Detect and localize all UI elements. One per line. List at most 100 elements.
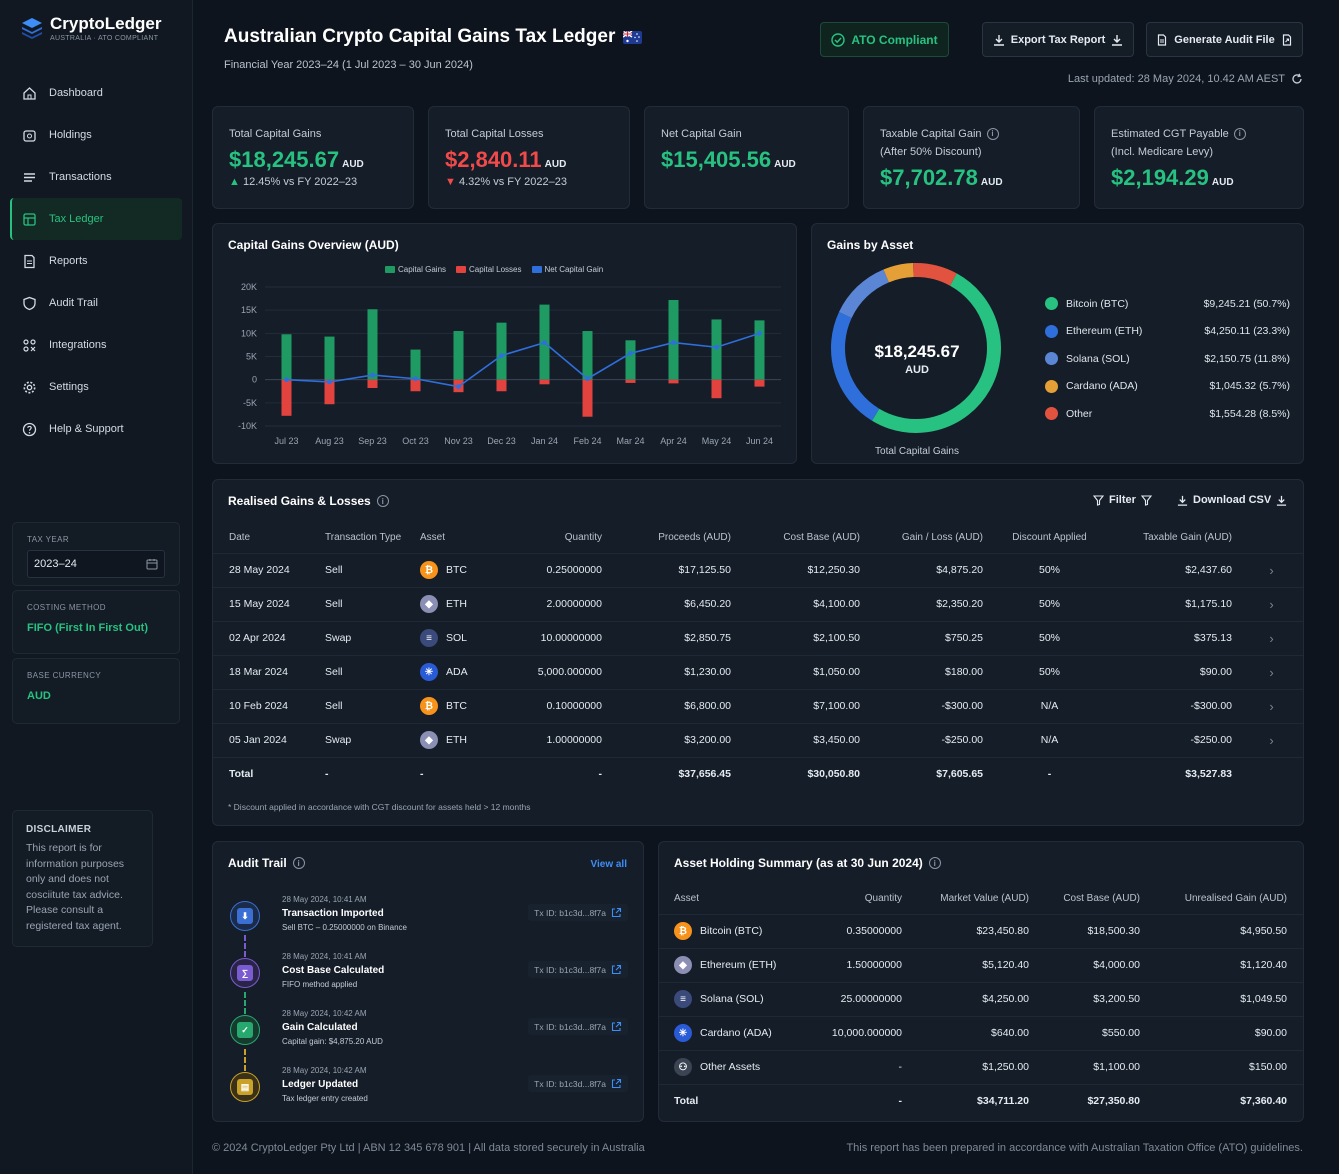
sidebar-item-audit-trail[interactable]: Audit Trail bbox=[10, 282, 182, 324]
costing-method-value[interactable]: FIFO (First In First Out) bbox=[27, 622, 148, 634]
column-header[interactable]: Date bbox=[229, 532, 251, 544]
download-csv-button[interactable]: Download CSV bbox=[1177, 494, 1287, 506]
donut-slice[interactable] bbox=[872, 273, 1001, 433]
bar-capital-gains[interactable] bbox=[625, 340, 636, 380]
bar-capital-gains[interactable] bbox=[367, 309, 378, 380]
bar-capital-gains[interactable] bbox=[453, 331, 464, 380]
info-icon[interactable]: i bbox=[292, 857, 305, 869]
audit-tx-id[interactable]: Tx ID: b1c3d...8f7a bbox=[528, 904, 628, 921]
audit-tx-id[interactable]: Tx ID: b1c3d...8f7a bbox=[528, 961, 628, 978]
asset-legend-item[interactable]: Solana (SOL) $2,150.75 (11.8%) bbox=[1045, 352, 1290, 365]
sidebar-item-integrations[interactable]: Integrations bbox=[10, 324, 182, 366]
filter-button[interactable]: Filter bbox=[1093, 494, 1152, 506]
bar-capital-losses[interactable] bbox=[625, 379, 636, 383]
net-capital-gain-point[interactable] bbox=[628, 350, 633, 356]
column-header[interactable]: Taxable Gain (AUD) bbox=[1143, 532, 1232, 544]
column-header[interactable]: Asset bbox=[674, 893, 700, 905]
bar-capital-losses[interactable] bbox=[539, 379, 550, 385]
row-expand[interactable]: › bbox=[1240, 620, 1303, 655]
column-header[interactable]: Asset bbox=[420, 532, 446, 544]
bar-capital-losses[interactable] bbox=[754, 379, 765, 387]
donut-slice[interactable] bbox=[831, 312, 880, 421]
bar-capital-gains[interactable] bbox=[324, 336, 335, 380]
column-header[interactable]: Unrealised Gain (AUD) bbox=[1184, 893, 1287, 905]
table-row[interactable]: ✳ Cardano (ADA) 10,000.000000 $640.00 $550.0… bbox=[659, 1015, 1303, 1050]
bar-capital-gains[interactable] bbox=[668, 299, 679, 380]
asset-legend-item[interactable]: Cardano (ADA) $1,045.32 (5.7%) bbox=[1045, 379, 1290, 393]
bar-capital-losses[interactable] bbox=[496, 379, 507, 392]
net-capital-gain-point[interactable] bbox=[585, 376, 590, 382]
column-header[interactable]: Cost Base (AUD) bbox=[1063, 893, 1140, 905]
info-icon[interactable]: i bbox=[1233, 128, 1246, 140]
row-expand[interactable]: › bbox=[1240, 552, 1303, 587]
bar-capital-gains[interactable] bbox=[410, 349, 421, 380]
audit-tx-id[interactable]: Tx ID: b1c3d...8f7a bbox=[528, 1075, 628, 1092]
table-row[interactable]: 02 Apr 2024 Swap ≡ SOL 10.00000000 $2,850.75 $… bbox=[213, 620, 1303, 655]
info-icon[interactable]: i bbox=[986, 128, 999, 140]
tax-year-select[interactable]: 2023–24 bbox=[27, 550, 165, 578]
sidebar-item-tax-ledger[interactable]: Tax Ledger bbox=[10, 198, 182, 240]
info-icon[interactable]: i bbox=[376, 495, 389, 507]
info-icon[interactable]: i bbox=[928, 857, 941, 869]
bar-capital-gains[interactable] bbox=[496, 322, 507, 380]
sidebar-item-dashboard[interactable]: Dashboard bbox=[10, 72, 182, 114]
asset-legend-item[interactable]: Other $1,554.28 (8.5%) bbox=[1045, 407, 1290, 420]
row-expand[interactable]: › bbox=[1240, 688, 1303, 723]
net-capital-gain-point[interactable] bbox=[671, 340, 676, 345]
column-header[interactable]: Gain / Loss (AUD) bbox=[901, 532, 983, 544]
asset-legend-item[interactable]: Ethereum (ETH) $4,250.11 (23.3%) bbox=[1045, 324, 1290, 338]
table-row[interactable]: ≡ Solana (SOL) 25.00000000 $4,250.00 $3,200.… bbox=[659, 981, 1303, 1016]
bar-capital-losses[interactable] bbox=[367, 379, 378, 389]
sidebar-item-reports[interactable]: Reports bbox=[10, 240, 182, 282]
net-capital-gain-point[interactable] bbox=[757, 330, 762, 336]
donut-slice[interactable] bbox=[913, 263, 957, 286]
table-row[interactable]: 05 Jan 2024 Swap ◆ ETH 1.00000000 $3,200.00 $3… bbox=[213, 722, 1303, 757]
column-header[interactable]: Quantity bbox=[864, 893, 902, 905]
sidebar-item-settings[interactable]: Settings bbox=[10, 366, 182, 408]
column-header[interactable]: Market Value (AUD) bbox=[940, 893, 1029, 905]
bar-capital-losses[interactable] bbox=[281, 379, 292, 416]
net-capital-gain-point[interactable] bbox=[327, 379, 332, 385]
bar-capital-losses[interactable] bbox=[582, 379, 593, 417]
table-row[interactable]: 28 May 2024 Sell ₿ BTC 0.25000000 $17,125.50 $… bbox=[213, 552, 1303, 587]
net-capital-gain-point[interactable] bbox=[284, 377, 289, 383]
bar-capital-gains[interactable] bbox=[281, 334, 292, 380]
bar-capital-losses[interactable] bbox=[711, 379, 722, 399]
sidebar-item-transactions[interactable]: Transactions bbox=[10, 156, 182, 198]
net-capital-gain-point[interactable] bbox=[542, 340, 547, 345]
table-row[interactable]: ⚇ Other Assets - $1,250.00 $1,100.00 $150.00 bbox=[659, 1049, 1303, 1084]
ato-compliant-badge[interactable]: ATO Compliant bbox=[820, 22, 949, 57]
audit-item[interactable]: ▤ 28 May 2024, 10:42 AM Ledger Updated Tax … bbox=[230, 1066, 628, 1116]
column-header[interactable]: Cost Base (AUD) bbox=[783, 532, 860, 544]
sidebar-item-help-support[interactable]: Help & Support bbox=[10, 408, 182, 450]
bar-capital-losses[interactable] bbox=[324, 379, 335, 405]
table-row[interactable]: 18 Mar 2024 Sell ✳ ADA 5,000.000000 $1,230.00… bbox=[213, 654, 1303, 689]
base-currency-value[interactable]: AUD bbox=[27, 690, 51, 702]
audit-item[interactable]: ⬇ 28 May 2024, 10:41 AM Transaction Import… bbox=[230, 895, 628, 945]
donut-slice[interactable] bbox=[838, 269, 890, 319]
bar-capital-gains[interactable] bbox=[582, 331, 593, 380]
asset-legend-item[interactable]: Bitcoin (BTC) $9,245.21 (50.7%) bbox=[1045, 297, 1290, 310]
row-expand[interactable]: › bbox=[1240, 722, 1303, 757]
generate-audit-file-button[interactable]: Generate Audit File bbox=[1146, 22, 1303, 57]
net-capital-gain-point[interactable] bbox=[456, 384, 461, 390]
row-expand[interactable]: › bbox=[1240, 586, 1303, 621]
bar-capital-losses[interactable] bbox=[668, 379, 679, 384]
legend-item[interactable]: Capital Losses bbox=[456, 265, 522, 274]
audit-item[interactable]: ✓ 28 May 2024, 10:42 AM Gain Calculated Cap… bbox=[230, 1009, 628, 1059]
table-row[interactable]: ◆ Ethereum (ETH) 1.50000000 $5,120.40 $4,000… bbox=[659, 947, 1303, 982]
net-capital-gain-point[interactable] bbox=[499, 353, 504, 358]
donut-slice[interactable] bbox=[883, 263, 914, 283]
legend-item[interactable]: Capital Gains bbox=[385, 265, 446, 274]
table-row[interactable]: ₿ Bitcoin (BTC) 0.35000000 $23,450.80 $18,50… bbox=[659, 913, 1303, 948]
row-expand[interactable]: › bbox=[1240, 654, 1303, 689]
net-capital-gain-point[interactable] bbox=[714, 344, 719, 350]
sidebar-item-holdings[interactable]: Holdings bbox=[10, 114, 182, 156]
net-capital-gain-point[interactable] bbox=[413, 376, 418, 382]
view-all-link[interactable]: View all bbox=[590, 859, 627, 870]
logo[interactable]: CryptoLedger AUSTRALIA · ATO COMPLIANT bbox=[20, 14, 161, 42]
table-row[interactable]: 10 Feb 2024 Sell ₿ BTC 0.10000000 $6,800.00 $7… bbox=[213, 688, 1303, 723]
table-row[interactable]: 15 May 2024 Sell ◆ ETH 2.00000000 $6,450.20 $4… bbox=[213, 586, 1303, 621]
audit-tx-id[interactable]: Tx ID: b1c3d...8f7a bbox=[528, 1018, 628, 1035]
column-header[interactable]: Proceeds (AUD) bbox=[658, 532, 731, 544]
